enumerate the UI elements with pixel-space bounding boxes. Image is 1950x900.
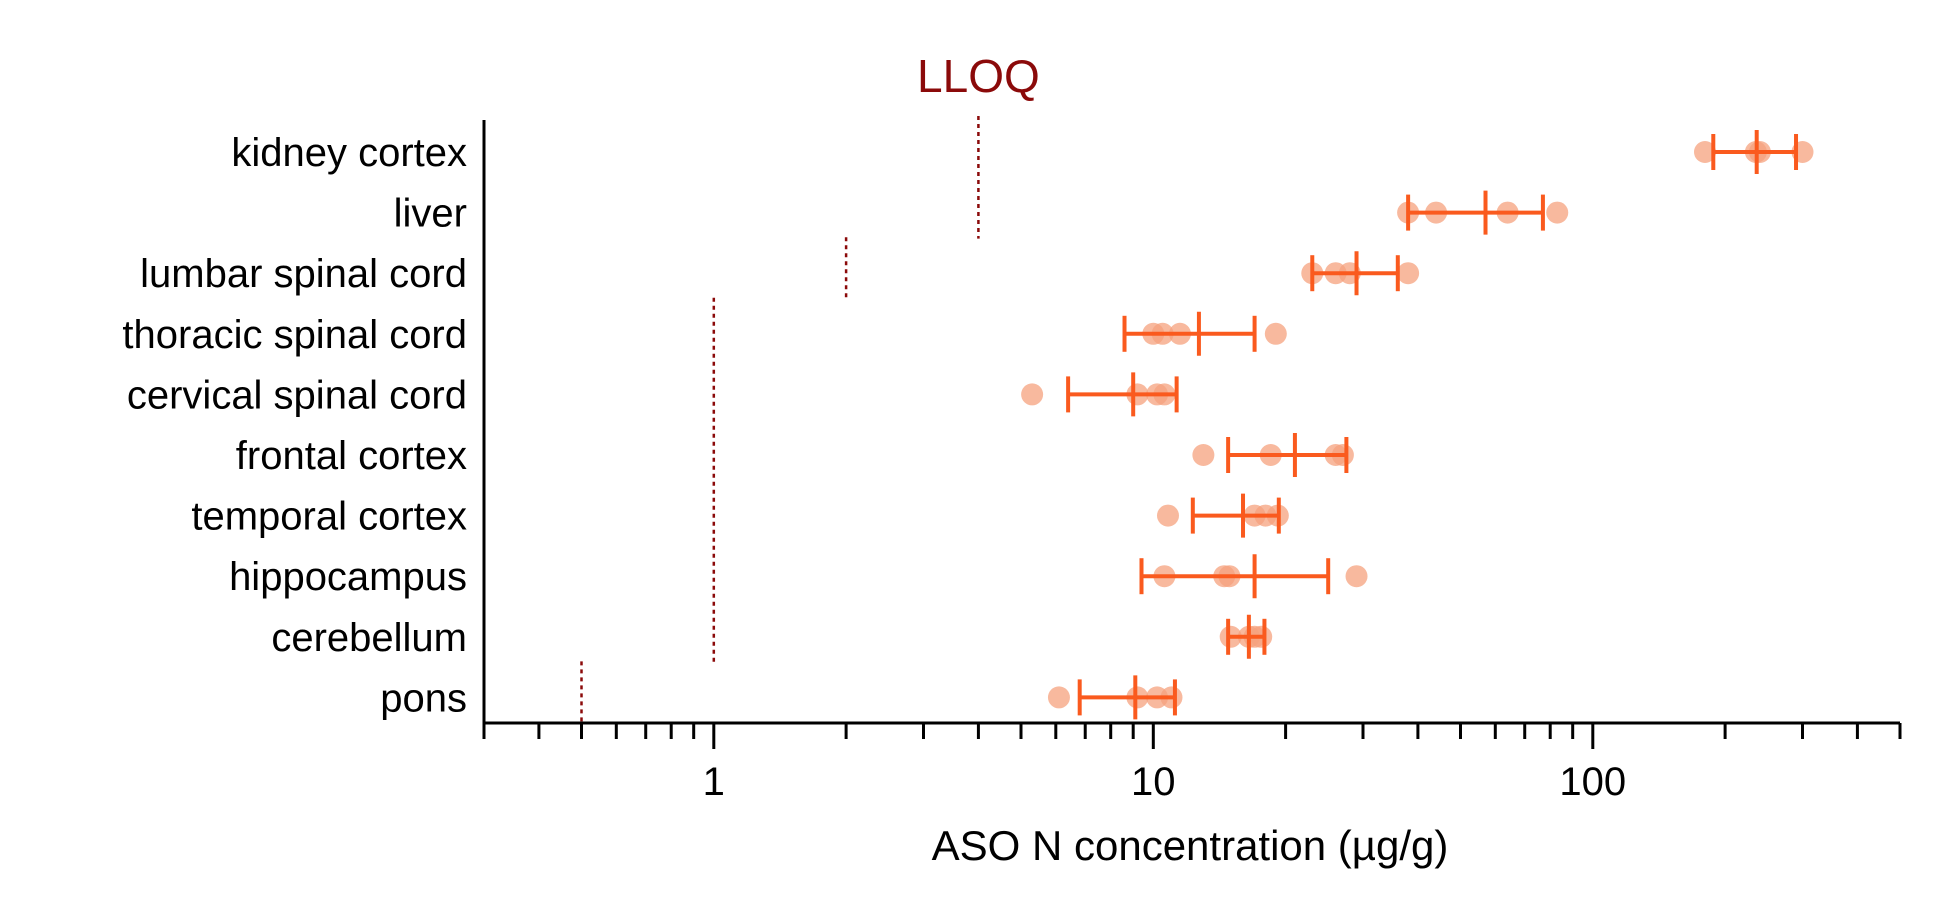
x-tick-label: 100 bbox=[1559, 760, 1626, 804]
category-label: cervical spinal cord bbox=[127, 373, 467, 417]
error-bars bbox=[1066, 130, 1799, 720]
data-point bbox=[1397, 262, 1420, 285]
category-label: cerebellum bbox=[271, 616, 467, 660]
lloq-label: LLOQ bbox=[917, 50, 1040, 102]
data-point bbox=[1021, 383, 1044, 406]
labels: LLOQ ASO N concentration (µg/g) 1 10 100 ki… bbox=[122, 50, 1626, 869]
axes bbox=[482, 120, 1902, 749]
category-label: pons bbox=[380, 676, 467, 720]
category-label: temporal cortex bbox=[191, 495, 467, 539]
data-point bbox=[1345, 565, 1368, 588]
category-label: kidney cortex bbox=[231, 131, 467, 175]
lloq-lines bbox=[580, 116, 980, 724]
data-point bbox=[1047, 686, 1070, 709]
data-points bbox=[1021, 141, 1814, 709]
category-label: lumbar spinal cord bbox=[140, 252, 467, 296]
category-label: thoracic spinal cord bbox=[122, 313, 467, 357]
category-label: frontal cortex bbox=[236, 434, 467, 478]
x-tick-label: 1 bbox=[703, 760, 725, 804]
data-point bbox=[1264, 322, 1287, 345]
data-point bbox=[1693, 141, 1716, 163]
data-point bbox=[1192, 444, 1215, 466]
data-point bbox=[1546, 201, 1569, 224]
x-axis-label: ASO N concentration (µg/g) bbox=[932, 822, 1449, 869]
data-point bbox=[1156, 504, 1179, 527]
category-label: liver bbox=[394, 192, 467, 236]
x-tick-label: 10 bbox=[1131, 760, 1176, 804]
category-label: hippocampus bbox=[229, 555, 467, 599]
